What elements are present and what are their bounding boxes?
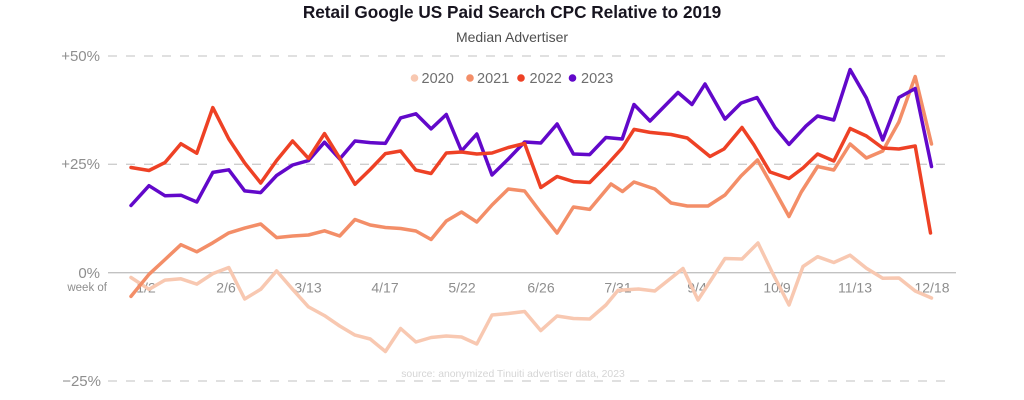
svg-text:5/22: 5/22 xyxy=(448,280,475,296)
svg-text:2023: 2023 xyxy=(581,71,613,87)
svg-text:7/31: 7/31 xyxy=(604,280,631,296)
svg-text:2022: 2022 xyxy=(530,71,562,87)
svg-text:2/6: 2/6 xyxy=(216,280,236,296)
svg-text:+25%: +25% xyxy=(61,156,100,173)
svg-text:11/13: 11/13 xyxy=(838,280,872,296)
svg-text:12/18: 12/18 xyxy=(914,280,949,296)
svg-text:6/26: 6/26 xyxy=(527,280,554,296)
svg-text:+50%: +50% xyxy=(61,48,100,65)
svg-text:3/13: 3/13 xyxy=(294,280,321,296)
svg-text:0%: 0% xyxy=(78,265,100,282)
svg-text:week of: week of xyxy=(66,282,107,294)
svg-text:−25%: −25% xyxy=(62,373,101,390)
svg-text:4/17: 4/17 xyxy=(371,280,398,296)
svg-text:2020: 2020 xyxy=(422,71,454,87)
svg-text:source: anonymized Tinuiti adv: source: anonymized Tinuiti advertiser da… xyxy=(401,369,625,380)
svg-text:2021: 2021 xyxy=(477,71,509,87)
